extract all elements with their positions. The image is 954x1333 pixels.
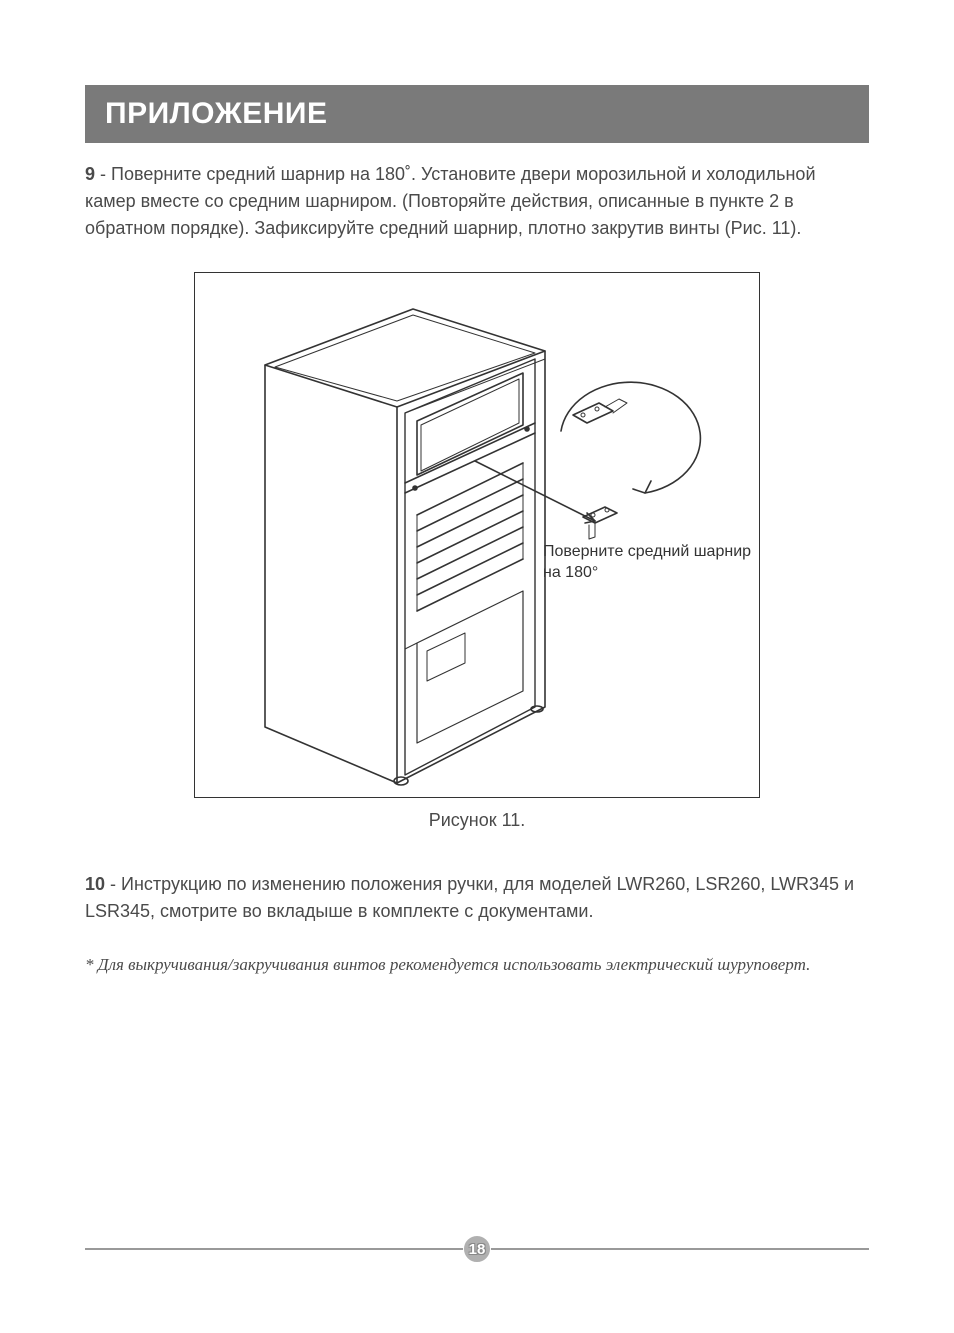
figure-container: Поверните средний шарнир на 180°	[85, 272, 869, 798]
figure-caption: Рисунок 11.	[85, 810, 869, 831]
footer-line-left	[85, 1248, 465, 1250]
annotation-line2: на 180°	[543, 564, 598, 581]
step-10-paragraph: 10 - Инструкцию по изменению положения р…	[85, 871, 869, 925]
figure-border: Поверните средний шарнир на 180°	[194, 272, 760, 798]
refrigerator-diagram	[205, 283, 749, 787]
footnote: * Для выкручивания/закручивания винтов р…	[85, 955, 869, 975]
page-footer: 18	[85, 1235, 869, 1263]
annotation-line1: Поверните средний шарнир	[543, 543, 751, 560]
section-title: ПРИЛОЖЕНИЕ	[105, 97, 328, 130]
step-number-10: 10	[85, 874, 105, 894]
step-number-9: 9	[85, 164, 95, 184]
diagram-annotation: Поверните средний шарнир на 180°	[543, 542, 751, 584]
section-header: ПРИЛОЖЕНИЕ	[85, 85, 869, 143]
document-page: ПРИЛОЖЕНИЕ 9 - Поверните средний шарнир …	[0, 0, 954, 1333]
step-10-text: - Инструкцию по изменению положения ручк…	[85, 874, 854, 921]
page-number: 18	[463, 1235, 491, 1263]
step-9-paragraph: 9 - Поверните средний шарнир на 180˚. Ус…	[85, 161, 869, 242]
footer-line-right	[489, 1248, 869, 1250]
step-9-text: - Поверните средний шарнир на 180˚. Уста…	[85, 164, 816, 238]
